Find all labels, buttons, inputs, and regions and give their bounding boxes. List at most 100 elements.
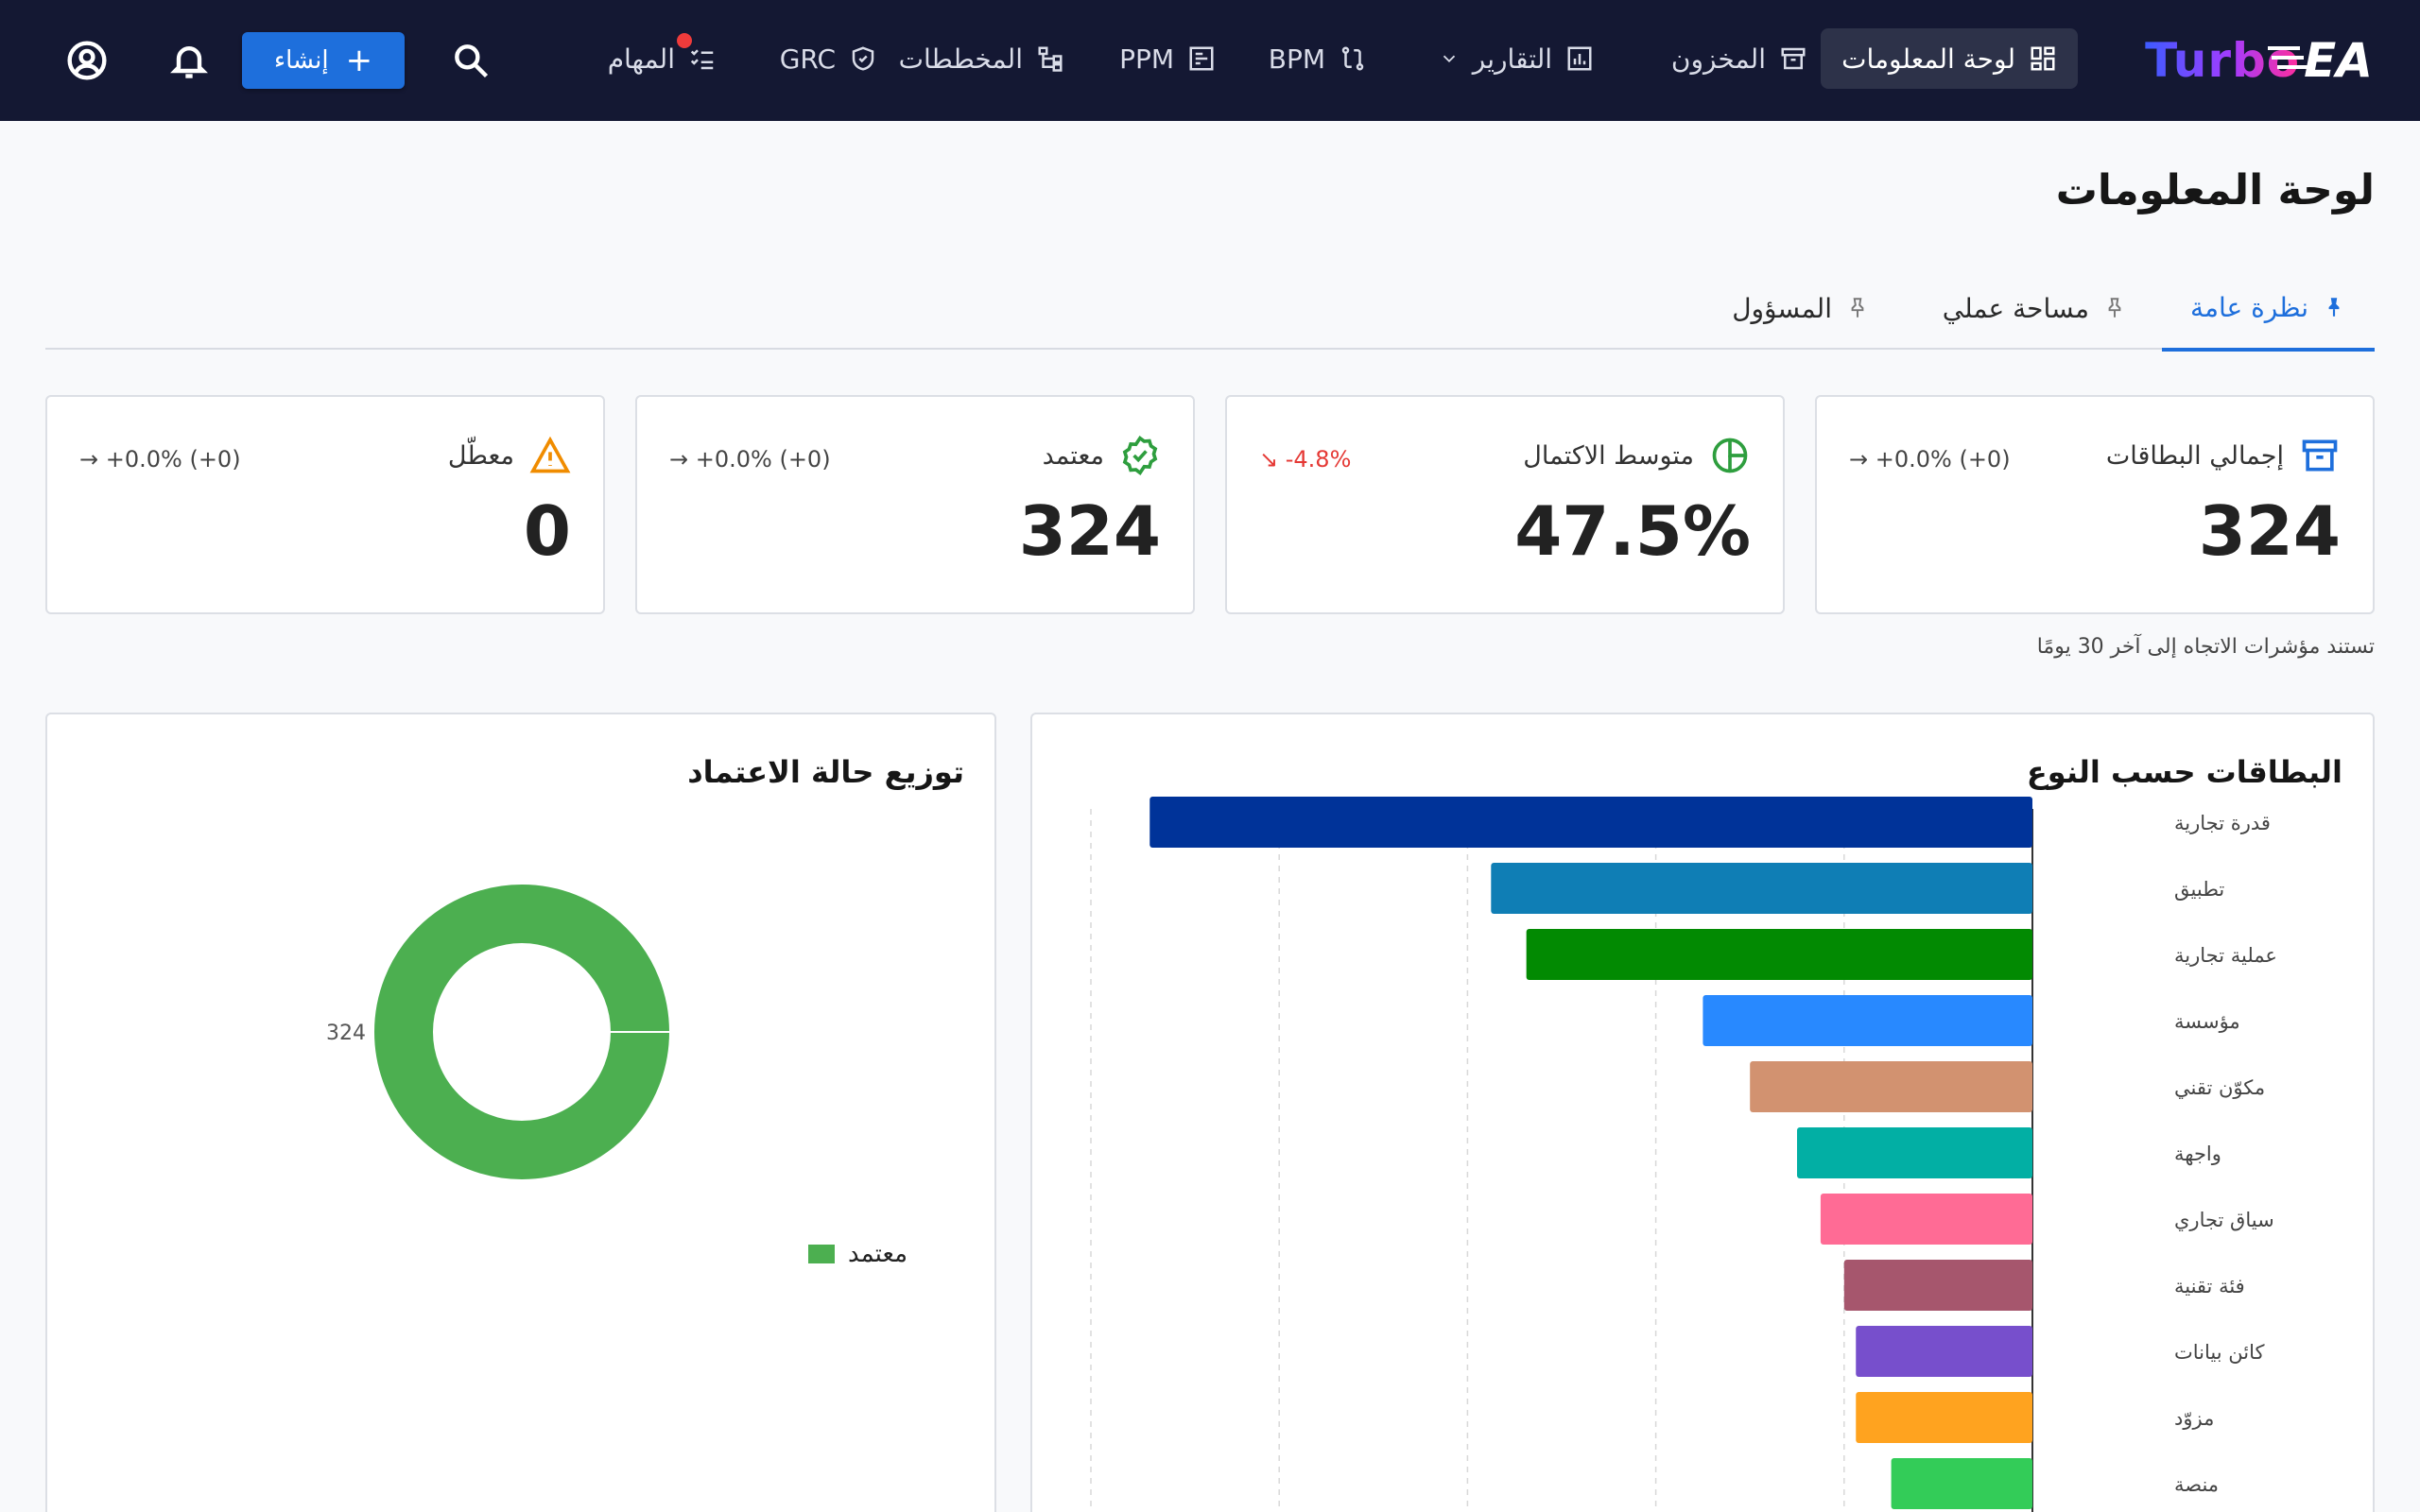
kpi-label: معطّل	[447, 440, 514, 471]
chevron-down-icon	[1443, 55, 1455, 63]
logo-text-ea: EA	[2272, 33, 2373, 88]
nav-bpm[interactable]: BPM	[1248, 28, 1388, 89]
kpi-trend: → +0.0% (+0)	[669, 446, 831, 472]
pin-filled-icon	[2328, 298, 2340, 317]
kpi-value: 324	[1018, 491, 1161, 571]
pin-outline-icon	[2108, 298, 2121, 318]
category-label-2: عملية تجارية	[2174, 944, 2277, 967]
nav-dashboard[interactable]: لوحة المعلومات	[1821, 28, 2078, 89]
pie-icon	[1712, 438, 1748, 473]
kpi-value: 324	[2198, 491, 2341, 571]
nav-diagrams-label: المخططات	[898, 43, 1023, 75]
bar-7[interactable]	[1843, 1260, 2032, 1311]
dashboard-tabs: نظرة عامة مساحة عملي المسؤول	[45, 266, 2375, 352]
kpi-label: متوسط الاكتمال	[1523, 440, 1694, 471]
panel-title: البطاقات حسب النوع	[2026, 754, 2342, 790]
bar-8[interactable]	[1856, 1326, 2032, 1377]
bar-1[interactable]	[1491, 863, 2032, 914]
kpi-trend: → +0.0% (+0)	[79, 446, 241, 472]
tasks-notification-dot	[677, 33, 692, 48]
nav-inventory[interactable]: المخزون	[1651, 28, 1828, 89]
plus-icon: +	[345, 42, 373, 79]
bell-icon	[170, 46, 208, 78]
category-label-1: تطبيق	[2174, 878, 2224, 901]
chart-legend[interactable]: معتمد	[808, 1240, 908, 1268]
trend-note: تستند مؤشرات الاتجاه إلى آخر 30 يومًا	[2036, 635, 2375, 659]
notifications-button[interactable]	[163, 34, 216, 87]
tasks-icon-wrap	[677, 33, 717, 73]
nav-grc[interactable]: GRC	[759, 28, 898, 89]
kpi-card-avg-completion: متوسط الاكتمال 47.5% ↘ -4.8%	[1225, 395, 1785, 614]
panel-approval-distribution: توزيع حالة الاعتماد 324 معتمد	[45, 713, 996, 1512]
category-label-9: مزوّد	[2174, 1407, 2214, 1430]
nav-reports-label: التقارير	[1472, 43, 1552, 75]
bar-6[interactable]	[1820, 1194, 2032, 1245]
tab-admin-label: المسؤول	[1732, 292, 1832, 324]
kpi-label: معتمد	[1042, 440, 1104, 471]
nav-ppm[interactable]: PPM	[1098, 28, 1236, 89]
bar-2[interactable]	[1526, 929, 2032, 980]
tab-my-workspace[interactable]: مساحة عملي	[1914, 266, 2155, 350]
tab-overview[interactable]: نظرة عامة	[2161, 266, 2375, 352]
archive-icon	[2302, 439, 2338, 472]
turbo-ea-logo[interactable]: Turbo EA	[2145, 28, 2373, 93]
kpi-trend: → +0.0% (+0)	[1849, 446, 2011, 472]
nav-bpm-label: BPM	[1268, 43, 1325, 75]
bar-4[interactable]	[1750, 1061, 2032, 1112]
bar-10[interactable]	[1891, 1458, 2032, 1509]
nav-tasks-label: المهام	[607, 43, 675, 75]
bar-9[interactable]	[1856, 1392, 2032, 1443]
legend-swatch	[808, 1245, 835, 1263]
task-checklist-icon	[690, 49, 714, 70]
tab-admin[interactable]: المسؤول	[1703, 266, 1898, 350]
kpi-card-broken: معطّل 0 → +0.0% (+0)	[45, 395, 605, 614]
nav-inventory-label: المخزون	[1670, 43, 1766, 75]
category-label-0: قدرة تجارية	[2174, 812, 2271, 834]
nav-grc-label: GRC	[779, 43, 836, 75]
category-label-10: منصة	[2174, 1473, 2219, 1496]
logo-text-turbo: Turbo	[2145, 33, 2301, 88]
category-label-3: مؤسسة	[2174, 1010, 2240, 1033]
donut-slice-0[interactable]	[373, 885, 669, 1179]
search-icon	[455, 44, 489, 78]
create-button[interactable]: + إنشاء	[242, 32, 405, 89]
category-label-5: واجهة	[2174, 1143, 2221, 1165]
page-title: لوحة المعلومات	[2055, 166, 2375, 215]
tab-my-workspace-label: مساحة عملي	[1942, 292, 2089, 324]
kpi-value: 0	[523, 491, 571, 571]
create-button-label: إنشاء	[273, 46, 329, 75]
legend-item-label: معتمد	[848, 1240, 908, 1268]
top-navigation-bar: Turbo EA لوحة المعلومات المخزون التقارير …	[0, 0, 2420, 121]
nav-reports[interactable]: التقارير	[1418, 28, 1615, 89]
kpi-card-total-cards: إجمالي البطاقات 324 → +0.0% (+0)	[1815, 395, 2375, 614]
panel-cards-by-type: البطاقات حسب النوع قدرة تجارية تطبيق عملية…	[1030, 713, 2375, 1512]
nav-ppm-label: PPM	[1119, 43, 1174, 75]
nav-tasks[interactable]: المهام	[587, 28, 737, 89]
kpi-header: إجمالي البطاقات	[2106, 435, 2341, 476]
search-button[interactable]	[444, 34, 497, 87]
cards-by-type-bar-chart: قدرة تجارية تطبيق عملية تجارية مؤسسة مكوّن ت…	[1090, 797, 2277, 1512]
process-flow-icon	[1341, 46, 1364, 71]
category-label-4: مكوّن تقني	[2174, 1076, 2265, 1099]
bar-3[interactable]	[1703, 995, 2032, 1046]
bar-0[interactable]	[1150, 797, 2032, 848]
verified-icon	[1122, 436, 1158, 475]
pin-outline-icon	[1851, 298, 1864, 318]
nav-dashboard-label: لوحة المعلومات	[1841, 43, 2015, 75]
dashboard-grid-icon	[2031, 46, 2055, 71]
kpi-card-approved: معتمد 324 → +0.0% (+0)	[635, 395, 1195, 614]
bar-5[interactable]	[1797, 1127, 2032, 1178]
project-icon	[1189, 46, 1214, 71]
approval-donut-chart: 324	[326, 885, 669, 1179]
archive-icon	[1781, 47, 1806, 70]
category-label-7: فئة تقنية	[2174, 1275, 2245, 1297]
category-label-8: كائن بيانات	[2174, 1341, 2265, 1364]
kpi-header: معتمد	[1043, 435, 1161, 476]
category-label-6: سياق تجاري	[2174, 1209, 2274, 1231]
account-button[interactable]	[60, 34, 113, 87]
kpi-trend: ↘ -4.8%	[1259, 446, 1352, 472]
kpi-value: 47.5%	[1514, 491, 1751, 571]
panel-title: توزيع حالة الاعتماد	[687, 754, 964, 790]
nav-diagrams[interactable]: المخططات	[878, 28, 1085, 89]
account-circle-icon	[67, 41, 107, 80]
